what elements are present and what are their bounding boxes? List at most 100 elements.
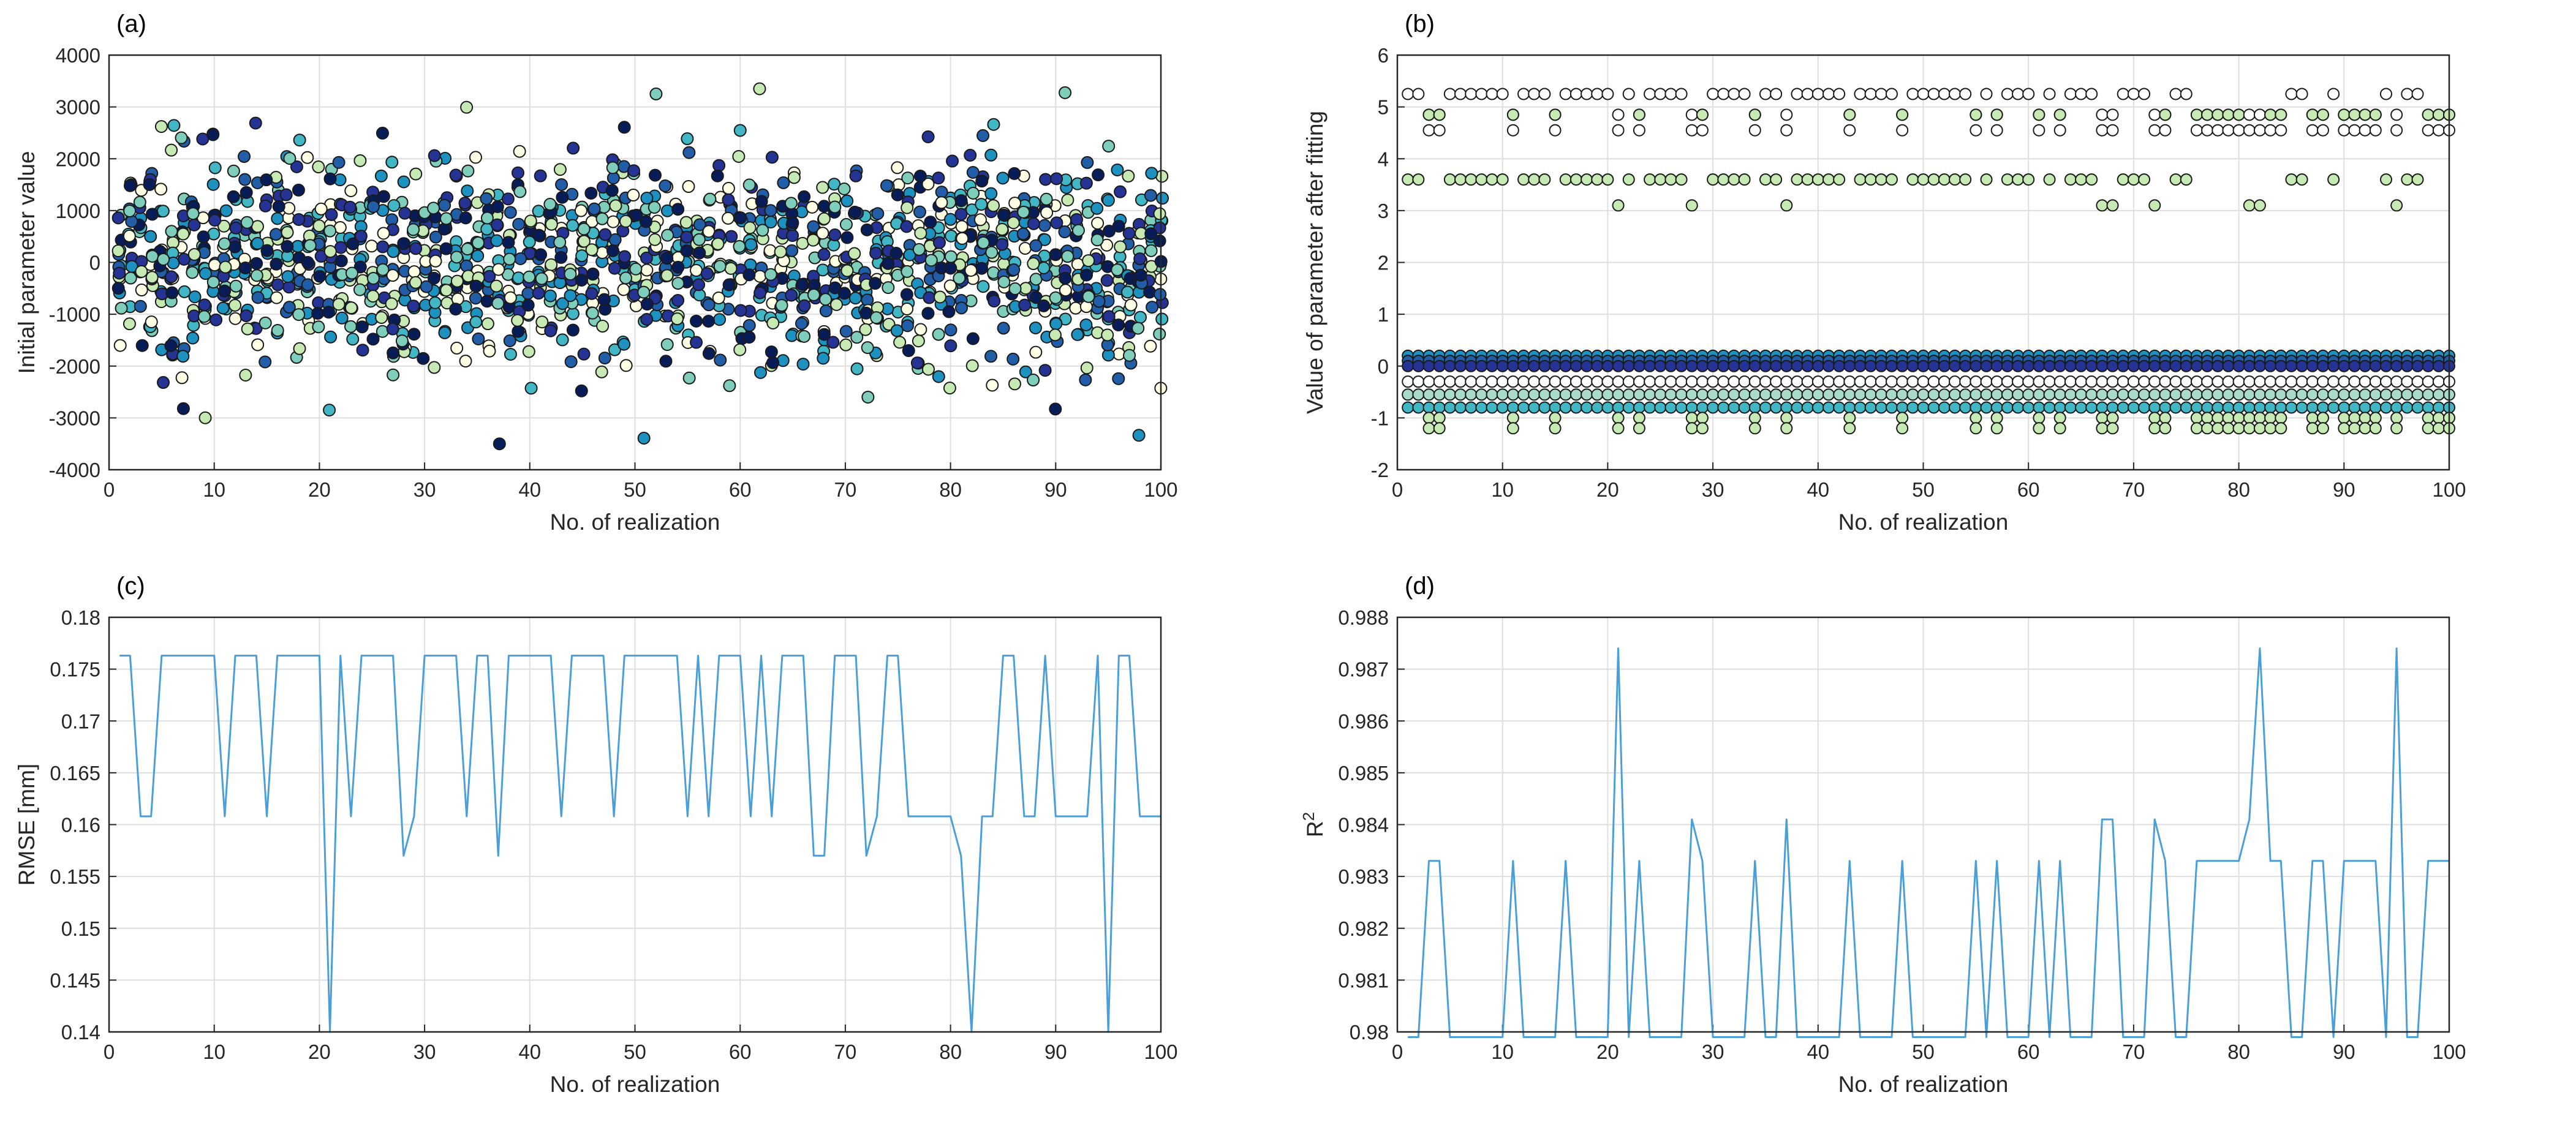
fitted-point-negative	[2022, 388, 2035, 401]
scatter-point	[365, 239, 379, 253]
scatter-point	[921, 363, 935, 376]
scatter-point	[386, 322, 399, 336]
scatter-point	[1144, 227, 1158, 241]
scatter-point	[913, 169, 927, 182]
x-tick-label: 60	[2017, 478, 2040, 501]
fitted-point-negative	[1759, 388, 1772, 401]
x-tick-label: 10	[203, 1040, 225, 1063]
scatter-point	[1040, 206, 1054, 219]
fitted-point-negative	[1833, 388, 1846, 401]
fitted-point-negative	[1875, 401, 1887, 414]
scatter-point	[711, 169, 724, 182]
fitted-point-negative	[2275, 422, 2287, 435]
scatter-point	[711, 237, 725, 250]
fitted-point-negative	[2148, 422, 2161, 435]
fitted-point-negative	[2348, 388, 2361, 401]
fitted-point-negative	[1780, 422, 1793, 435]
scatter-point	[680, 244, 693, 258]
scatter-point	[914, 227, 927, 240]
fitted-point-high	[1970, 108, 1982, 121]
scatter-point	[461, 164, 475, 178]
fitted-point-negative	[2064, 388, 2077, 401]
fitted-point-negative	[1927, 375, 1940, 388]
fitted-point-near-zero	[1949, 359, 1962, 372]
fitted-point-high	[2243, 124, 2256, 137]
scatter-point	[869, 246, 883, 260]
scatter-point	[995, 223, 1009, 236]
fitted-point-high	[2422, 108, 2434, 121]
scatter-point	[671, 293, 685, 307]
scatter-point	[1027, 257, 1040, 271]
scatter-point	[584, 186, 598, 200]
scatter-point	[1049, 402, 1062, 416]
scatter-point	[774, 245, 787, 258]
scatter-point	[534, 169, 547, 182]
fitted-point-high	[1906, 173, 1919, 186]
scatter-point	[1048, 328, 1062, 342]
fitted-point-negative	[2190, 412, 2203, 424]
fitted-point-near-zero	[2012, 359, 2025, 372]
fitted-point-near-zero	[2085, 359, 2098, 372]
scatter-point	[967, 186, 980, 200]
fitted-point-near-zero	[2422, 359, 2434, 372]
scatter-point	[935, 196, 948, 209]
fitted-point-negative	[1770, 388, 1783, 401]
scatter-point	[997, 275, 1011, 288]
x-tick-label: 40	[1807, 478, 1829, 501]
scatter-point	[427, 271, 440, 285]
x-tick-label: 30	[414, 478, 436, 501]
scatter-point	[901, 201, 914, 214]
x-tick-label: 60	[2017, 1040, 2040, 1063]
fitted-point-negative	[2411, 401, 2424, 414]
y-tick-label: 0.982	[1338, 917, 1389, 940]
fitted-point-high	[1854, 173, 1867, 186]
scatter-point	[806, 200, 819, 214]
scatter-point	[742, 331, 756, 344]
scatter-point	[523, 270, 536, 284]
fitted-point-near-zero	[1717, 359, 1730, 372]
scatter-point	[504, 206, 517, 219]
scatter-point	[766, 316, 780, 329]
fitted-point-negative	[1938, 401, 1951, 414]
scatter-point	[271, 278, 285, 292]
scatter-point	[912, 334, 925, 348]
fitted-point-negative	[1496, 375, 1509, 388]
fitted-point-negative	[2369, 412, 2382, 424]
fitted-point-negative	[2033, 388, 2045, 401]
fitted-point-near-zero	[1738, 359, 1751, 372]
scatter-point	[176, 402, 190, 415]
fitted-point-negative	[1581, 388, 1593, 401]
fitted-point-negative	[2264, 388, 2277, 401]
fitted-point-near-zero	[2379, 359, 2392, 372]
fitted-point-near-zero	[2159, 359, 2172, 372]
scatter-point	[763, 244, 777, 257]
scatter-point	[806, 233, 820, 247]
y-axis-label: Value of parameter after fitting	[1302, 111, 1328, 414]
scatter-point	[595, 246, 609, 260]
scatter-point	[1037, 299, 1051, 312]
y-tick-label: 0.984	[1338, 814, 1389, 837]
fitted-point-negative	[2201, 422, 2214, 435]
scatter-point	[1114, 240, 1127, 254]
x-tick-label: 60	[729, 478, 752, 501]
fitted-point-high	[1864, 173, 1877, 186]
fitted-point-negative	[1486, 388, 1498, 401]
scatter-point	[893, 336, 907, 349]
scatter-point	[976, 129, 990, 142]
scatter-point	[556, 333, 569, 347]
scatter-point	[567, 141, 580, 155]
y-tick-label: -4000	[49, 459, 100, 481]
scatter-point	[671, 203, 685, 216]
scatter-point	[491, 200, 504, 213]
scatter-point	[754, 269, 767, 283]
fitted-point-near-zero	[2180, 359, 2193, 372]
scatter-point	[742, 268, 756, 282]
scatter-point	[312, 320, 325, 334]
scatter-point	[976, 280, 990, 293]
fitted-point-high	[2096, 124, 2109, 137]
scatter-point	[312, 219, 326, 233]
fitted-point-negative	[2127, 388, 2140, 401]
x-tick-label: 50	[1912, 1040, 1935, 1063]
fitted-point-near-zero	[1980, 359, 1993, 372]
fitted-point-high	[1664, 173, 1677, 186]
